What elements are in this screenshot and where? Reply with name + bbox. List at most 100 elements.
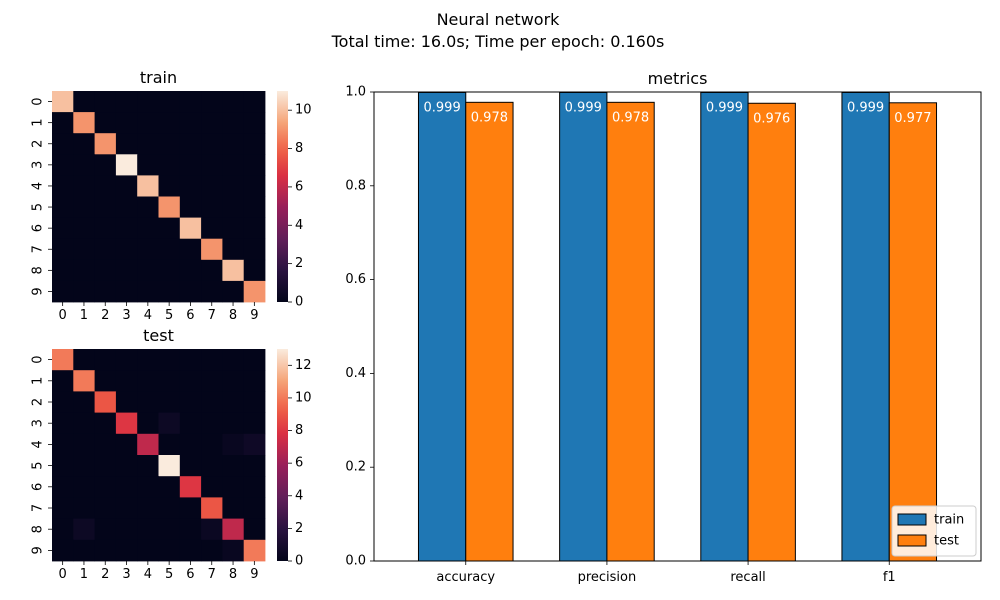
heatmap-cell [94, 238, 117, 261]
legend-swatch-train [897, 513, 927, 526]
colorbar-tick-label: 10 [295, 103, 312, 118]
heatmap-cell [94, 175, 117, 197]
y-tick-label: 8 [31, 525, 46, 533]
heatmap-cell [222, 476, 245, 498]
heatmap-cell [137, 539, 159, 562]
heatmap-cell [179, 370, 202, 392]
heatmap-cell [243, 154, 266, 176]
heatmap-cell [52, 280, 74, 303]
heatmap-cell [158, 280, 181, 303]
heatmap-cell [222, 518, 245, 541]
heatmap-cell [73, 539, 95, 562]
heatmap-cell [201, 497, 223, 519]
y-tick-label: 0.2 [345, 460, 366, 475]
heatmap-cell [179, 259, 202, 282]
heatmap-cell [94, 412, 117, 435]
heatmap-cell [115, 455, 138, 477]
heatmap-cell [243, 518, 266, 541]
heatmap-cell [94, 518, 117, 541]
heatmap-cell [52, 133, 74, 155]
y-tick-label: 2 [31, 398, 46, 406]
x-tick-label: 1 [80, 567, 88, 582]
heatmap-cell [115, 391, 138, 413]
heatmap-cell [115, 412, 138, 435]
heatmap-cell [137, 112, 159, 134]
heatmap-cell [243, 238, 266, 261]
heatmap-cell [115, 259, 138, 282]
y-tick-label: 1 [31, 119, 46, 127]
heatmap-cell [73, 154, 95, 176]
figure-title: Neural network [437, 10, 561, 29]
bar-value-label: 0.978 [471, 110, 508, 125]
heatmap-cell [73, 175, 95, 197]
bar-chart-title: metrics [648, 69, 708, 88]
heatmap-cell [201, 259, 223, 282]
heatmap-cell [243, 133, 266, 155]
heatmap-cell [243, 349, 266, 371]
heatmap-cell [179, 412, 202, 435]
heatmap-cell [222, 175, 245, 197]
heatmap-cell [243, 280, 266, 303]
heatmap-cell [73, 391, 95, 413]
colorbar-tick-label: 2 [295, 256, 303, 271]
heatmap-cell [201, 370, 223, 392]
heatmap-cell [222, 280, 245, 303]
colorbar-tick-label: 0 [295, 554, 303, 569]
bar-value-label: 0.976 [753, 111, 790, 126]
plot-frame [373, 91, 982, 562]
x-tick-label: accuracy [436, 570, 495, 585]
bar-value-label: 0.978 [612, 110, 649, 125]
bar-value-label: 0.977 [894, 111, 931, 126]
heatmap-cell [115, 497, 138, 519]
heatmap-cell [115, 91, 138, 113]
heatmap-cell [158, 175, 181, 197]
heatmap-cell [158, 433, 181, 456]
heatmap-cell [73, 133, 95, 155]
heatmap-cell [158, 412, 181, 435]
bar-train [417, 91, 467, 562]
heatmap-cell [94, 112, 117, 134]
heatmap-cell [222, 112, 245, 134]
heatmap-title: test [143, 326, 174, 345]
heatmap-cell [179, 175, 202, 197]
x-tick-label: 1 [80, 308, 88, 323]
heatmap-cell [52, 112, 74, 134]
heatmap-cell [201, 433, 223, 456]
heatmap-cell [158, 154, 181, 176]
x-tick-label: f1 [883, 570, 896, 585]
heatmap-cell [115, 349, 138, 371]
heatmap-cell [222, 539, 245, 562]
heatmap-cell [243, 391, 266, 413]
colorbar-tick-label: 0 [295, 295, 303, 310]
bar-value-label: 0.999 [847, 100, 884, 115]
y-tick-label: 0.8 [345, 178, 366, 193]
heatmap-cell [52, 154, 74, 176]
heatmap-cell [94, 476, 117, 498]
x-tick-label: 8 [229, 567, 237, 582]
heatmap-cell [52, 259, 74, 282]
heatmap-cell [73, 455, 95, 477]
heatmap-cell [52, 433, 74, 456]
heatmap-cell [94, 349, 117, 371]
y-tick-label: 2 [31, 140, 46, 148]
y-tick-label: 1 [31, 377, 46, 385]
heatmap-cell [73, 112, 95, 134]
heatmap-cell [222, 196, 245, 218]
heatmap-cell [179, 476, 202, 498]
heatmap-cell [179, 91, 202, 113]
heatmap-cell [222, 433, 245, 456]
heatmap-cell [201, 349, 223, 371]
heatmap-cell [73, 433, 95, 456]
heatmap-cell [179, 217, 202, 240]
heatmap-cell [179, 154, 202, 176]
heatmap-cell [179, 391, 202, 413]
heatmap-cell [158, 391, 181, 413]
heatmap-cell [73, 476, 95, 498]
heatmap-cell [52, 391, 74, 413]
heatmap-cell [179, 455, 202, 477]
x-tick-label: 6 [186, 567, 194, 582]
heatmap-cell [158, 455, 181, 477]
heatmap-cell [137, 370, 159, 392]
heatmap-cell [158, 370, 181, 392]
